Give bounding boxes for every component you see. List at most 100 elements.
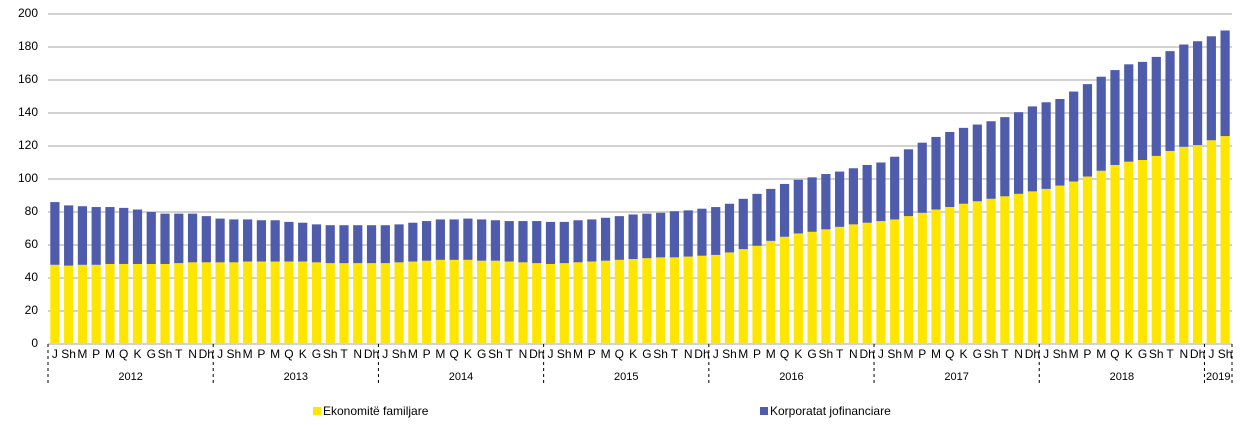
bar-segment <box>614 259 624 344</box>
x-tick-label: G <box>312 347 321 361</box>
bar-segment <box>931 209 941 344</box>
bar-segment <box>587 261 597 344</box>
bar-segment <box>64 205 74 266</box>
bar-segment <box>50 202 60 265</box>
bar-segment <box>656 257 666 344</box>
bar-segment <box>807 231 817 344</box>
bar-segment <box>1220 136 1230 344</box>
bar-segment <box>972 201 982 344</box>
year-label: 2012 <box>118 371 142 383</box>
bar-segment <box>600 260 611 344</box>
bar-segment <box>477 219 487 261</box>
bar-segment <box>353 225 363 264</box>
bar-segment <box>449 259 459 344</box>
x-tick-label: G <box>973 347 982 361</box>
y-tick-label: 0 <box>31 336 38 350</box>
x-tick-label: Dh <box>694 347 709 361</box>
bar-segment <box>835 226 845 344</box>
bar-segment <box>738 249 748 344</box>
bar-segment <box>518 262 528 344</box>
bar-segment <box>1027 106 1037 192</box>
bar-segment <box>518 221 528 263</box>
bar-segment <box>408 222 418 262</box>
bar-segment <box>1220 30 1230 137</box>
x-tick-label: T <box>1001 347 1009 361</box>
bar-segment <box>642 213 652 259</box>
bar-segment <box>229 219 239 263</box>
bar-segment <box>64 265 74 344</box>
bar-segment <box>1014 112 1024 194</box>
bar-segment <box>449 219 459 260</box>
bar-segment <box>105 263 115 344</box>
bar-segment <box>1206 36 1216 141</box>
bar-segment <box>766 240 776 344</box>
y-tick-label: 160 <box>18 72 38 86</box>
bar-segment <box>1151 56 1161 156</box>
bar-segment <box>532 263 542 344</box>
bar-segment <box>270 261 280 344</box>
bar-segment <box>394 224 404 263</box>
bar-segment <box>119 263 129 344</box>
bar-segment <box>1192 145 1203 344</box>
x-tick-label: P <box>92 347 100 361</box>
bar-segment <box>1082 176 1093 344</box>
bar-segment <box>463 259 473 344</box>
bar-segment <box>91 207 101 265</box>
x-tick-label: M <box>738 347 748 361</box>
bar-segment <box>284 221 294 262</box>
bar-segment <box>490 260 501 344</box>
x-tick-label: N <box>1014 347 1023 361</box>
bar-segment <box>903 149 914 217</box>
legend-label: Ekonomitë familjare <box>323 404 429 418</box>
bar-segment <box>587 219 597 262</box>
bar-segment <box>683 256 693 344</box>
bar-segment <box>105 207 115 264</box>
bar-segment <box>325 225 335 264</box>
bar-segment <box>1000 196 1010 344</box>
x-tick-label: J <box>878 347 884 361</box>
bar-segment <box>752 193 762 246</box>
bar-segment <box>174 263 184 344</box>
x-tick-label: M <box>435 347 445 361</box>
bar-segment <box>559 221 569 264</box>
bar-segment <box>243 219 253 262</box>
x-tick-label: M <box>573 347 583 361</box>
x-tick-label: Dh <box>364 347 379 361</box>
bar-segment <box>394 262 404 344</box>
bar-segment <box>752 245 762 344</box>
bar-segment <box>1041 188 1051 344</box>
bar-segment <box>1027 191 1037 344</box>
bar-segment <box>1041 102 1051 189</box>
x-tick-label: N <box>519 347 528 361</box>
x-tick-label: Q <box>1110 347 1119 361</box>
x-tick-label: Dh <box>199 347 214 361</box>
x-tick-label: K <box>299 347 307 361</box>
x-tick-label: G <box>807 347 816 361</box>
x-tick-label: Q <box>945 347 954 361</box>
x-tick-label: G <box>1138 347 1147 361</box>
bar-segment <box>1151 155 1161 344</box>
x-tick-label: Sh <box>1218 347 1233 361</box>
x-tick-label: J <box>217 347 223 361</box>
x-tick-label: M <box>77 347 87 361</box>
year-label: 2016 <box>779 371 803 383</box>
bar-segment <box>917 142 927 213</box>
bar-segment <box>463 218 473 260</box>
x-tick-label: Dh <box>1025 347 1040 361</box>
bar-segment <box>270 220 280 262</box>
x-tick-label: Sh <box>323 347 338 361</box>
bar-segment <box>298 261 308 344</box>
year-label: 2017 <box>944 371 968 383</box>
bar-segment <box>573 262 583 344</box>
bar-segment <box>1206 140 1216 344</box>
legend-swatch <box>313 407 321 415</box>
x-tick-label: P <box>753 347 761 361</box>
x-tick-label: Dh <box>529 347 544 361</box>
bar-segment <box>683 210 693 257</box>
x-tick-label: M <box>1096 347 1106 361</box>
x-tick-label: Q <box>284 347 293 361</box>
y-tick-label: 200 <box>18 6 38 20</box>
x-tick-label: Sh <box>1149 347 1164 361</box>
bar-segment <box>1110 164 1120 344</box>
